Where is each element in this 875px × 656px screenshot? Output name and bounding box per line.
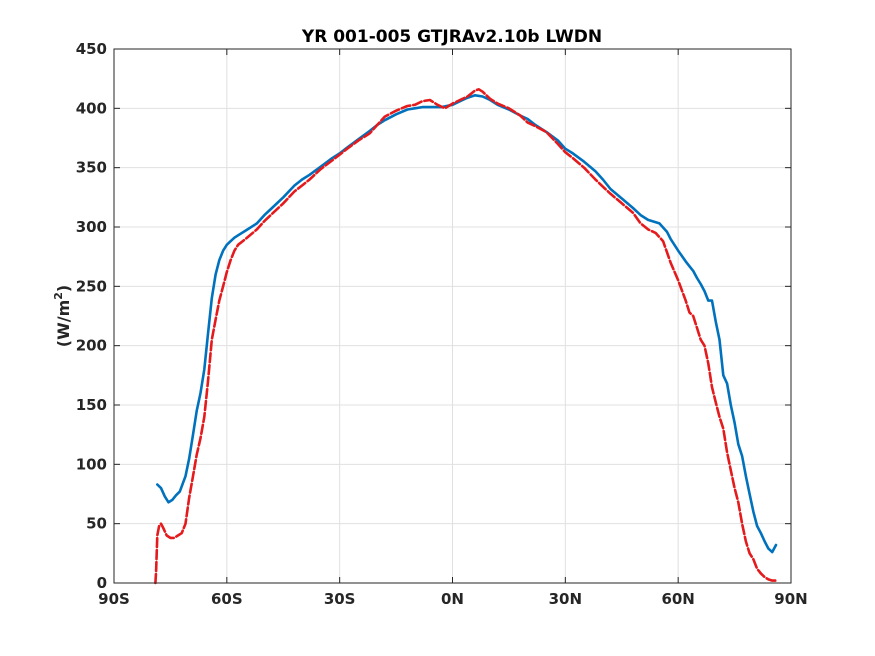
axis-tick-labels: 90S 60S 30S 0N 30N 60N 90N 0 50 100 150 200 250 300 35… bbox=[76, 40, 808, 608]
chart-title: YR 001-005 GTJRAv2.10b LWDN bbox=[301, 27, 602, 47]
y-tick-label: 450 bbox=[76, 40, 107, 58]
axis-ticks bbox=[113, 48, 792, 584]
y-axis-label-close: ) bbox=[54, 285, 73, 292]
y-tick-label: 100 bbox=[76, 455, 107, 473]
series-line-1 bbox=[156, 94, 778, 554]
y-tick-label: 300 bbox=[76, 218, 107, 236]
y-axis-label-text: (W/m bbox=[54, 300, 73, 347]
x-tick-label: 60N bbox=[661, 590, 694, 608]
y-tick-label: 400 bbox=[76, 99, 107, 117]
y-tick-label: 200 bbox=[76, 337, 107, 355]
y-axis-label: (W/m2) bbox=[52, 285, 73, 347]
y-tick-label: 350 bbox=[76, 159, 107, 177]
x-tick-label: 90S bbox=[98, 590, 130, 608]
x-tick-label: 30N bbox=[549, 590, 582, 608]
x-tick-label: 90N bbox=[774, 590, 807, 608]
y-tick-label: 250 bbox=[76, 277, 107, 295]
x-tick-label: 60S bbox=[211, 590, 243, 608]
series-line-2 bbox=[154, 88, 778, 585]
x-tick-label: 0N bbox=[441, 590, 464, 608]
y-axis-label-superscript: 2 bbox=[52, 292, 65, 300]
data-series bbox=[154, 88, 778, 585]
y-tick-label: 0 bbox=[97, 574, 107, 592]
grid-lines bbox=[114, 49, 791, 583]
y-tick-label: 50 bbox=[86, 515, 107, 533]
x-tick-label: 30S bbox=[324, 590, 356, 608]
y-tick-label: 150 bbox=[76, 396, 107, 414]
